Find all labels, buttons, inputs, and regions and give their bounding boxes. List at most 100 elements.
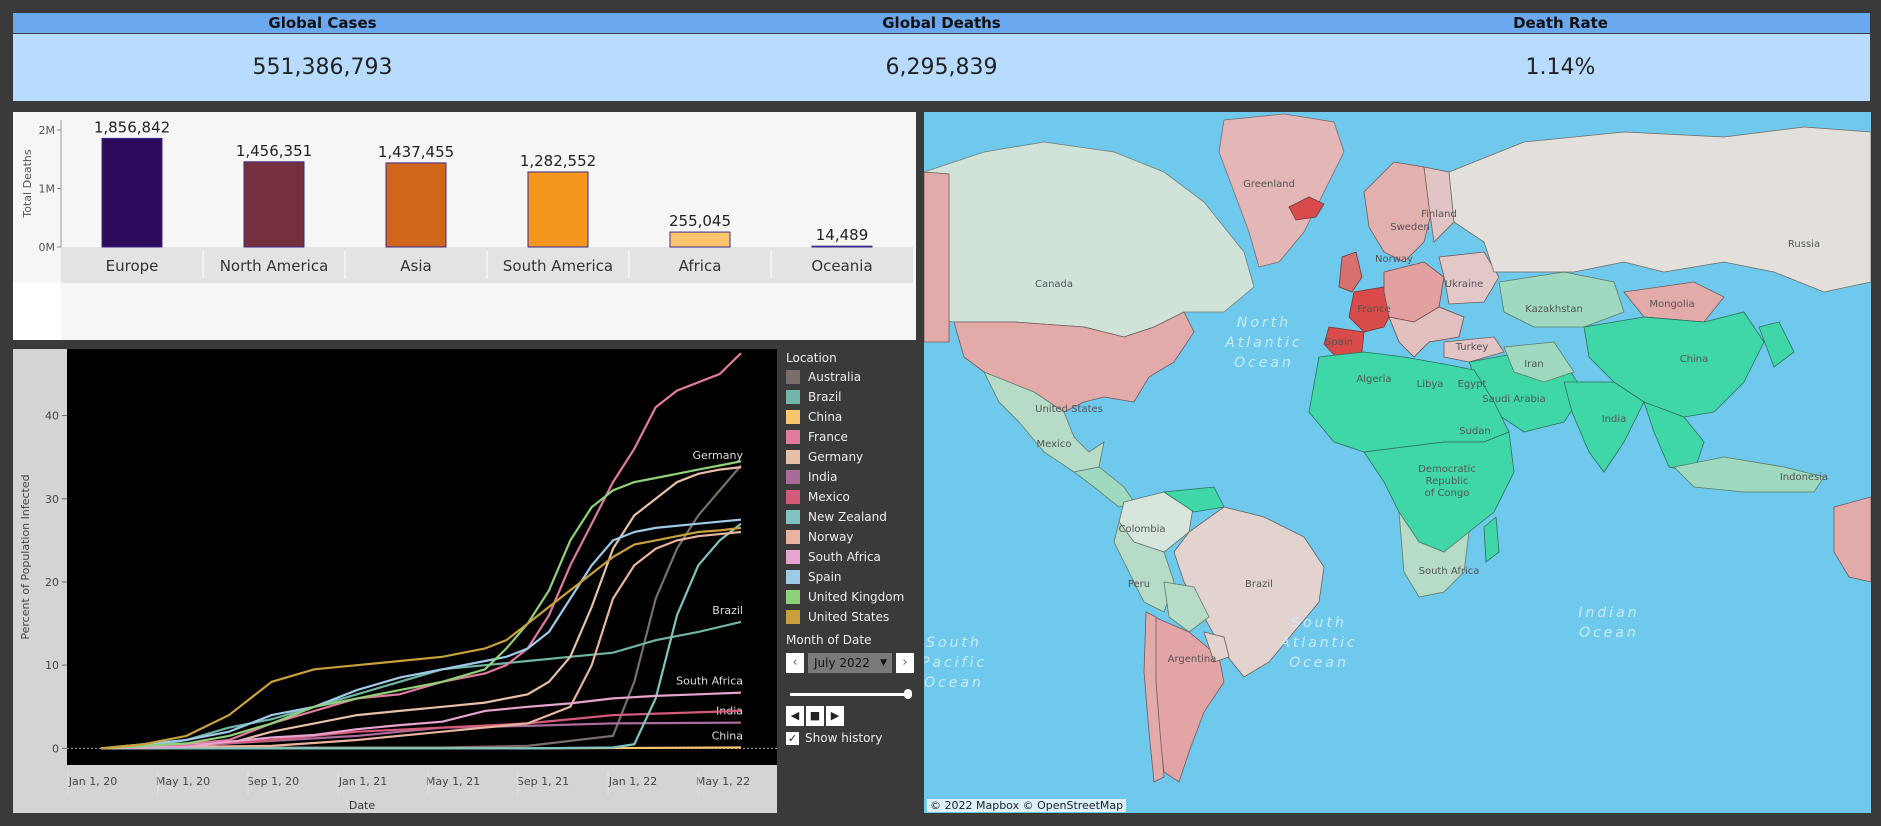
legend-swatch bbox=[786, 430, 800, 444]
month-dropdown[interactable]: July 2022 ▼ bbox=[808, 653, 892, 673]
map-africa-south[interactable] bbox=[1398, 511, 1470, 598]
map-bolivia[interactable] bbox=[1163, 581, 1210, 633]
legend-item[interactable]: New Zealand bbox=[786, 509, 887, 525]
map-country-label: Colombia bbox=[1119, 524, 1166, 535]
legend-item[interactable]: Spain bbox=[786, 569, 842, 585]
legend-label: Norway bbox=[808, 530, 854, 544]
map-peru[interactable] bbox=[1113, 521, 1175, 613]
legend-label: India bbox=[808, 470, 838, 484]
legend-item[interactable]: Norway bbox=[786, 529, 854, 545]
legend-label: Brazil bbox=[808, 390, 842, 404]
map-australia[interactable] bbox=[1833, 496, 1871, 583]
map-svg: Greenland Canada United States Mexico Colomb… bbox=[924, 113, 1871, 783]
bar-value-label: 14,489 bbox=[816, 226, 869, 244]
legend-item[interactable]: China bbox=[786, 409, 842, 425]
map-country-label: India bbox=[1602, 414, 1627, 425]
series-end-label: South Africa bbox=[676, 675, 743, 688]
map-ocean-label: South Pacific Ocean bbox=[924, 635, 987, 691]
show-history-checkbox[interactable]: ✓ bbox=[786, 731, 799, 745]
population-infected-chart[interactable]: 0 10 20 30 40 Percent of Population Infected J… bbox=[13, 349, 777, 813]
legend-item[interactable]: South Africa bbox=[786, 549, 881, 565]
map-uruguay-paraguay[interactable] bbox=[1203, 631, 1230, 663]
map-indonesia[interactable] bbox=[1673, 456, 1825, 493]
map-madagascar[interactable] bbox=[1483, 516, 1500, 563]
legend-title: Location bbox=[786, 351, 837, 365]
series-end-label: Brazil bbox=[712, 604, 743, 617]
step-back-button[interactable]: ◀ bbox=[786, 706, 804, 726]
show-history-toggle[interactable]: ✓ Show history bbox=[786, 731, 882, 745]
x-axis-label: Date bbox=[349, 799, 376, 812]
category-label: South America bbox=[503, 257, 613, 275]
deaths-by-continent-chart[interactable]: 0M 1M 2M Total Deaths 1,856,842 Europe 1,456,3… bbox=[13, 112, 916, 340]
map-scandinavia[interactable] bbox=[1363, 161, 1435, 263]
category-label: Europe bbox=[106, 257, 159, 275]
plot-area bbox=[67, 349, 777, 765]
bar bbox=[385, 162, 447, 248]
next-month-button[interactable]: › bbox=[896, 653, 914, 673]
kpi-header-row: Global Cases Global Deaths Death Rate bbox=[13, 13, 1870, 33]
map-country-label: Finland bbox=[1421, 209, 1457, 220]
slider-handle[interactable] bbox=[904, 689, 912, 699]
map-attribution[interactable]: © 2022 Mapbox © OpenStreetMap bbox=[927, 799, 1127, 812]
map-chile[interactable] bbox=[1143, 611, 1165, 783]
month-slider[interactable] bbox=[790, 689, 912, 699]
legend-swatch bbox=[786, 470, 800, 484]
map-country-label: South Africa bbox=[1419, 566, 1480, 577]
map-country-label: Egypt bbox=[1458, 379, 1487, 390]
map-india[interactable] bbox=[1563, 381, 1645, 473]
series-line bbox=[100, 691, 742, 750]
map-japan-korea[interactable] bbox=[1758, 321, 1795, 368]
month-selector: ‹ July 2022 ▼ › bbox=[786, 651, 916, 675]
map-turkey[interactable] bbox=[1443, 336, 1505, 363]
death-rate-label: Death Rate bbox=[1513, 14, 1608, 32]
map-finland[interactable] bbox=[1423, 166, 1455, 243]
bar bbox=[527, 171, 589, 248]
map-ocean-label: South Atlantic Ocean bbox=[1279, 615, 1357, 671]
location-legend: Location Australia Brazil China France Germa… bbox=[784, 349, 914, 749]
legend-item[interactable]: United Kingdom bbox=[786, 589, 904, 605]
legend-item[interactable]: Brazil bbox=[786, 389, 842, 405]
map-country-label: Democratic Republic of Congo bbox=[1418, 464, 1476, 499]
map-country-label: Libya bbox=[1417, 379, 1444, 390]
play-button[interactable]: ▶ bbox=[826, 706, 844, 726]
legend-item[interactable]: France bbox=[786, 429, 848, 445]
y-tick-label: 1M bbox=[39, 183, 56, 196]
legend-item[interactable]: United States bbox=[786, 609, 889, 625]
map-canada[interactable] bbox=[924, 141, 1255, 338]
global-cases-value: 551,386,793 bbox=[252, 55, 393, 80]
legend-item[interactable]: Australia bbox=[786, 369, 861, 385]
map-kazakhstan[interactable] bbox=[1498, 271, 1625, 328]
map-iran[interactable] bbox=[1503, 341, 1575, 383]
legend-swatch bbox=[786, 590, 800, 604]
map-country-label: Mexico bbox=[1037, 439, 1072, 450]
map-iceland[interactable] bbox=[1288, 196, 1325, 221]
map-ukraine-belarus[interactable] bbox=[1438, 251, 1500, 305]
map-greenland[interactable] bbox=[1218, 113, 1345, 268]
series-end-label: China bbox=[712, 730, 743, 743]
global-deaths-label: Global Deaths bbox=[882, 14, 1001, 32]
legend-swatch bbox=[786, 570, 800, 584]
stop-button[interactable]: ■ bbox=[806, 706, 824, 726]
line-chart-svg: 0 10 20 30 40 Percent of Population Infected J… bbox=[13, 349, 777, 812]
map-alaska[interactable] bbox=[924, 171, 950, 343]
legend-label: China bbox=[808, 410, 843, 424]
legend-item[interactable]: Germany bbox=[786, 449, 863, 465]
map-central-america[interactable] bbox=[1073, 466, 1135, 508]
kpi-values-row: 551,386,793 6,295,839 1.14% bbox=[13, 34, 1870, 101]
legend-item[interactable]: India bbox=[786, 469, 837, 485]
world-map[interactable]: Greenland Canada United States Mexico Colomb… bbox=[924, 112, 1871, 813]
legend-item[interactable]: Mexico bbox=[786, 489, 850, 505]
map-russia[interactable] bbox=[1448, 126, 1871, 293]
map-uk[interactable] bbox=[1338, 251, 1363, 293]
map-china[interactable] bbox=[1583, 311, 1765, 418]
map-country-label: Spain bbox=[1325, 337, 1353, 348]
map-united-states[interactable] bbox=[953, 311, 1195, 413]
map-mexico[interactable] bbox=[983, 371, 1105, 473]
map-italy-balkans[interactable] bbox=[1388, 306, 1465, 358]
legend-label: United Kingdom bbox=[808, 590, 905, 604]
chevron-down-icon: ▼ bbox=[880, 658, 887, 668]
bar-value-label: 1,437,455 bbox=[378, 143, 454, 161]
map-country-label: China bbox=[1680, 354, 1709, 365]
prev-month-button[interactable]: ‹ bbox=[786, 653, 804, 673]
map-mongolia[interactable] bbox=[1623, 281, 1725, 323]
